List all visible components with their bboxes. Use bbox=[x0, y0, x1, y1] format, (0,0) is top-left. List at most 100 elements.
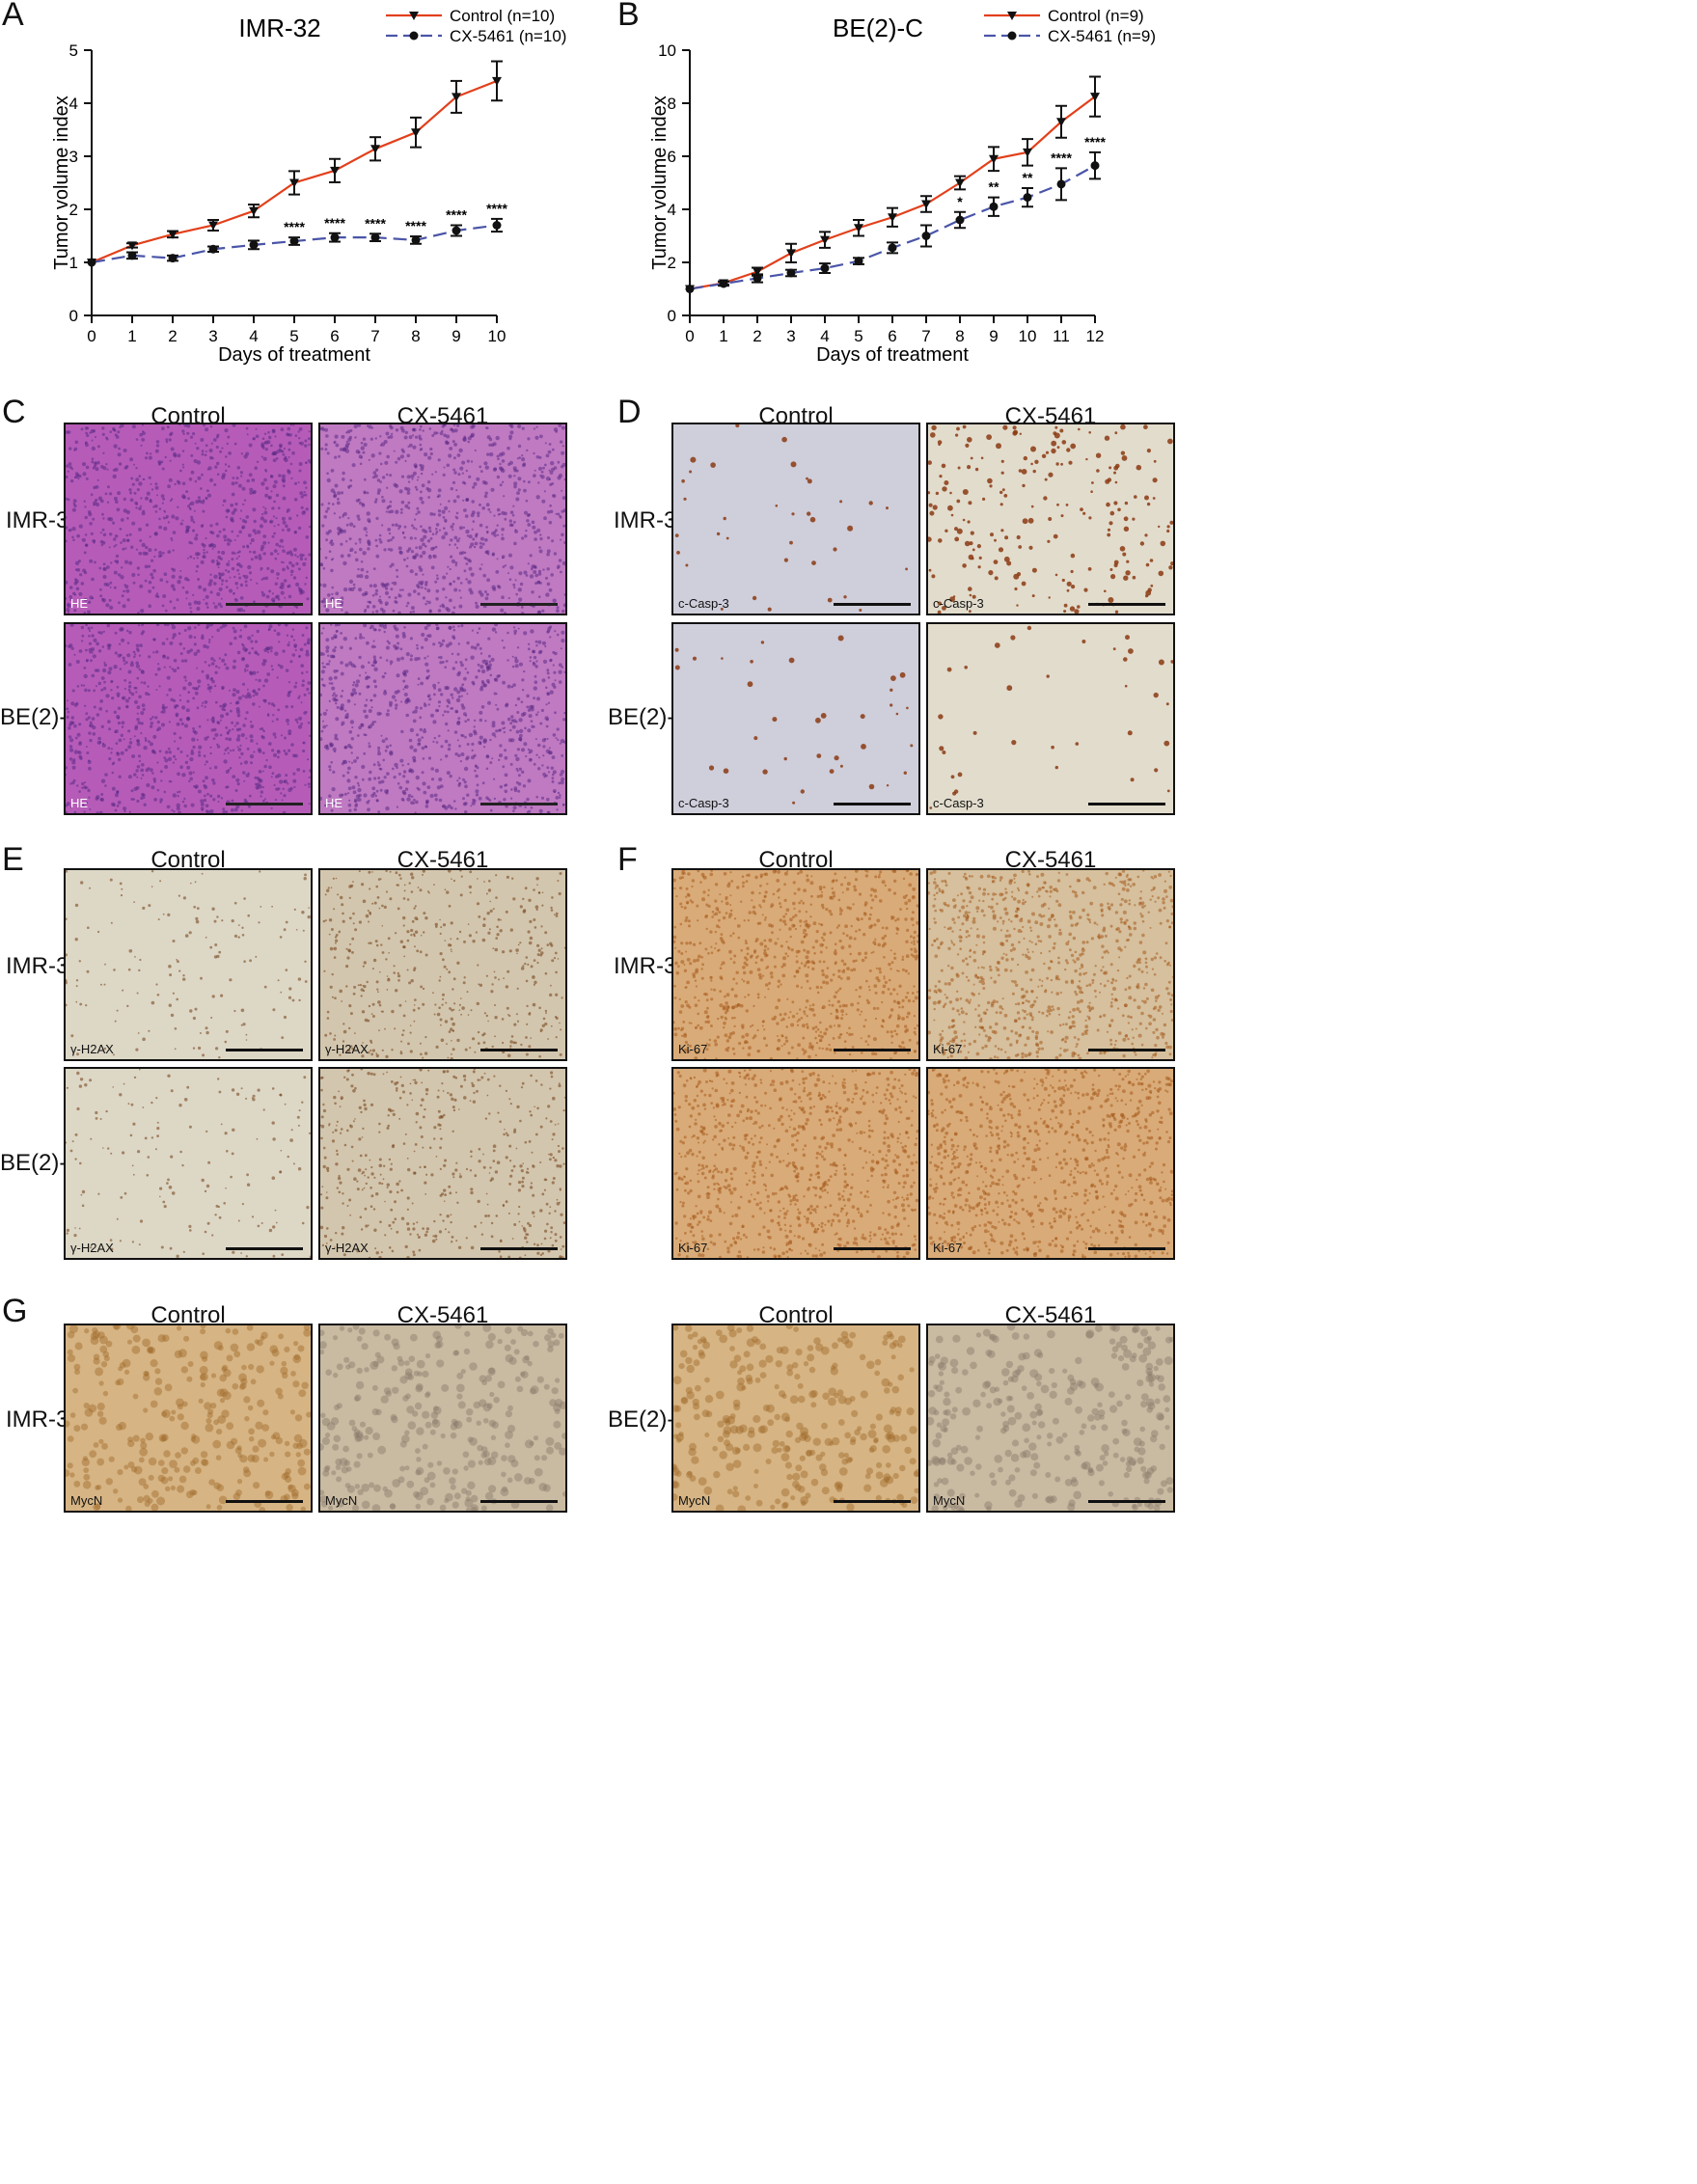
cell bbox=[561, 532, 564, 537]
cell bbox=[532, 1002, 536, 1007]
cell bbox=[285, 524, 288, 529]
cell bbox=[174, 1027, 178, 1030]
cell bbox=[232, 424, 236, 427]
cell bbox=[261, 662, 266, 667]
cell bbox=[151, 1136, 154, 1139]
cell bbox=[397, 528, 400, 531]
cell bbox=[1105, 478, 1110, 484]
cell bbox=[451, 429, 455, 433]
cell bbox=[360, 560, 364, 563]
cell bbox=[271, 668, 274, 671]
cell bbox=[347, 792, 350, 795]
cell bbox=[469, 1047, 472, 1050]
cell bbox=[204, 794, 206, 798]
cell bbox=[289, 1138, 293, 1142]
cell bbox=[132, 650, 136, 654]
cell bbox=[1053, 533, 1058, 539]
cell bbox=[946, 667, 952, 672]
cell bbox=[735, 424, 740, 428]
cell bbox=[424, 745, 428, 749]
cell bbox=[407, 698, 411, 703]
cell bbox=[101, 743, 106, 748]
panel-label-e: E bbox=[2, 841, 24, 878]
cell bbox=[298, 462, 303, 466]
cell bbox=[397, 782, 400, 785]
cell bbox=[293, 481, 298, 485]
cell bbox=[430, 778, 435, 781]
cell bbox=[394, 596, 397, 600]
cell bbox=[434, 545, 438, 549]
cell bbox=[254, 776, 258, 779]
cell bbox=[303, 480, 307, 485]
cell bbox=[484, 491, 488, 495]
cell bbox=[300, 495, 304, 499]
cell bbox=[386, 772, 390, 776]
cell bbox=[374, 628, 377, 632]
cell bbox=[1031, 594, 1035, 598]
cell bbox=[229, 978, 233, 982]
cell bbox=[246, 688, 249, 691]
cell bbox=[409, 536, 413, 540]
cell bbox=[716, 532, 721, 536]
cell bbox=[186, 557, 189, 560]
cell bbox=[398, 550, 402, 554]
cell bbox=[335, 702, 338, 705]
cell bbox=[373, 721, 377, 723]
cell bbox=[465, 578, 468, 581]
cell bbox=[320, 548, 322, 551]
cell bbox=[263, 510, 268, 515]
cell bbox=[471, 500, 475, 504]
cell bbox=[225, 586, 229, 588]
cell bbox=[265, 486, 269, 490]
cell bbox=[308, 785, 311, 788]
cell bbox=[563, 593, 565, 596]
x-tick-label: 4 bbox=[249, 327, 258, 345]
cell bbox=[449, 447, 453, 450]
legend-marker bbox=[409, 31, 419, 41]
cell bbox=[531, 724, 534, 728]
cell bbox=[276, 676, 279, 679]
cell bbox=[298, 654, 302, 658]
cell bbox=[533, 570, 537, 574]
cell bbox=[357, 784, 361, 787]
cell bbox=[151, 785, 155, 790]
cell bbox=[402, 688, 405, 691]
cell bbox=[549, 636, 552, 639]
cell bbox=[326, 506, 330, 510]
cell bbox=[400, 1040, 403, 1043]
cell bbox=[446, 968, 449, 970]
cell bbox=[1123, 657, 1128, 662]
cell bbox=[379, 595, 381, 598]
cell bbox=[529, 936, 534, 941]
cell bbox=[534, 530, 537, 534]
cell bbox=[350, 1045, 353, 1048]
cell bbox=[208, 448, 213, 453]
cell bbox=[1144, 495, 1149, 501]
cell bbox=[458, 777, 461, 779]
cell bbox=[548, 751, 552, 755]
data-point bbox=[249, 240, 259, 250]
cell bbox=[148, 655, 151, 659]
cell bbox=[260, 735, 264, 738]
cell bbox=[440, 1038, 445, 1043]
scale-bar bbox=[226, 1049, 303, 1051]
cell bbox=[90, 493, 94, 497]
cell bbox=[370, 664, 374, 667]
cell bbox=[359, 547, 363, 552]
cell bbox=[464, 802, 468, 805]
cell bbox=[203, 783, 206, 787]
cell bbox=[183, 797, 186, 801]
cell bbox=[237, 483, 242, 488]
data-point bbox=[1090, 93, 1100, 102]
cell bbox=[395, 627, 399, 632]
cell bbox=[147, 564, 151, 568]
cell bbox=[284, 1103, 287, 1106]
cell bbox=[464, 784, 468, 789]
cell bbox=[353, 985, 357, 989]
cell bbox=[502, 480, 505, 483]
data-point bbox=[87, 258, 96, 267]
cell bbox=[136, 705, 141, 710]
cell bbox=[105, 463, 108, 466]
cell bbox=[393, 776, 397, 779]
cell bbox=[385, 712, 390, 717]
